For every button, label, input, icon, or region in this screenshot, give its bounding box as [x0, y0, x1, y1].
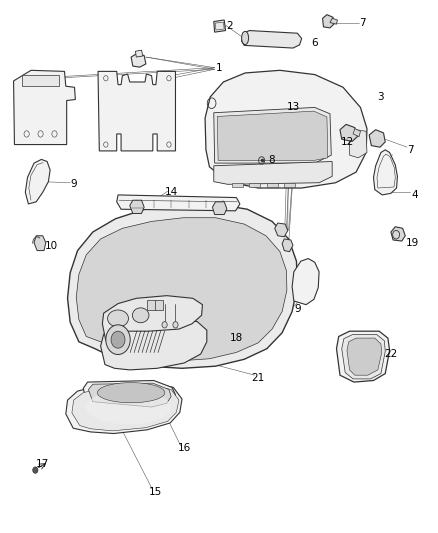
Text: 9: 9 [294, 304, 300, 314]
Polygon shape [212, 202, 227, 215]
Polygon shape [292, 259, 319, 305]
Text: 19: 19 [406, 238, 419, 248]
Ellipse shape [86, 390, 171, 424]
Text: 2: 2 [226, 21, 233, 31]
Text: 7: 7 [407, 145, 414, 155]
Polygon shape [369, 130, 385, 147]
Polygon shape [250, 183, 260, 187]
Polygon shape [155, 301, 163, 310]
Text: 21: 21 [251, 373, 265, 383]
Polygon shape [205, 70, 367, 188]
Text: 8: 8 [268, 156, 275, 165]
Polygon shape [98, 71, 176, 151]
Polygon shape [350, 128, 367, 158]
Polygon shape [267, 183, 278, 187]
Circle shape [106, 325, 130, 354]
Polygon shape [14, 70, 75, 144]
Polygon shape [25, 159, 50, 204]
Polygon shape [67, 204, 297, 368]
Text: 7: 7 [359, 18, 366, 28]
Polygon shape [322, 14, 334, 28]
Text: 14: 14 [165, 187, 178, 197]
Polygon shape [336, 331, 390, 382]
Polygon shape [374, 150, 397, 195]
Polygon shape [214, 161, 332, 184]
Polygon shape [76, 217, 287, 361]
Polygon shape [330, 18, 337, 24]
Circle shape [111, 331, 125, 348]
Text: 15: 15 [149, 487, 162, 497]
Ellipse shape [97, 383, 165, 403]
Text: 4: 4 [412, 190, 418, 200]
Text: 12: 12 [341, 137, 354, 147]
Text: 9: 9 [70, 179, 77, 189]
Text: 22: 22 [384, 349, 398, 359]
Polygon shape [102, 296, 202, 341]
Polygon shape [347, 338, 382, 375]
Polygon shape [130, 200, 144, 214]
Polygon shape [66, 382, 182, 433]
Polygon shape [83, 381, 176, 409]
Polygon shape [214, 108, 331, 163]
Circle shape [392, 230, 399, 239]
Polygon shape [232, 183, 243, 187]
Text: 17: 17 [36, 459, 49, 469]
Polygon shape [340, 124, 357, 141]
Polygon shape [342, 334, 385, 379]
Text: 10: 10 [45, 241, 58, 252]
Polygon shape [353, 128, 360, 136]
Polygon shape [147, 301, 156, 310]
Circle shape [162, 321, 167, 328]
Polygon shape [217, 111, 328, 160]
Circle shape [33, 467, 38, 473]
Ellipse shape [242, 31, 249, 45]
Polygon shape [34, 236, 46, 251]
Polygon shape [72, 385, 179, 431]
Polygon shape [135, 50, 143, 57]
Polygon shape [22, 75, 59, 86]
Polygon shape [275, 223, 288, 237]
Ellipse shape [132, 308, 149, 322]
Polygon shape [282, 239, 293, 252]
Polygon shape [101, 318, 207, 370]
Text: 6: 6 [311, 38, 318, 48]
Polygon shape [242, 30, 302, 48]
Text: 18: 18 [230, 333, 243, 343]
Polygon shape [214, 20, 226, 32]
Polygon shape [284, 183, 295, 187]
Polygon shape [88, 383, 171, 407]
Polygon shape [131, 54, 146, 67]
Text: 3: 3 [377, 92, 383, 102]
Ellipse shape [108, 310, 128, 327]
Circle shape [173, 321, 178, 328]
Polygon shape [117, 195, 240, 211]
Text: 16: 16 [177, 443, 191, 453]
Text: 13: 13 [286, 102, 300, 112]
Polygon shape [391, 227, 405, 241]
Text: 1: 1 [215, 63, 223, 72]
